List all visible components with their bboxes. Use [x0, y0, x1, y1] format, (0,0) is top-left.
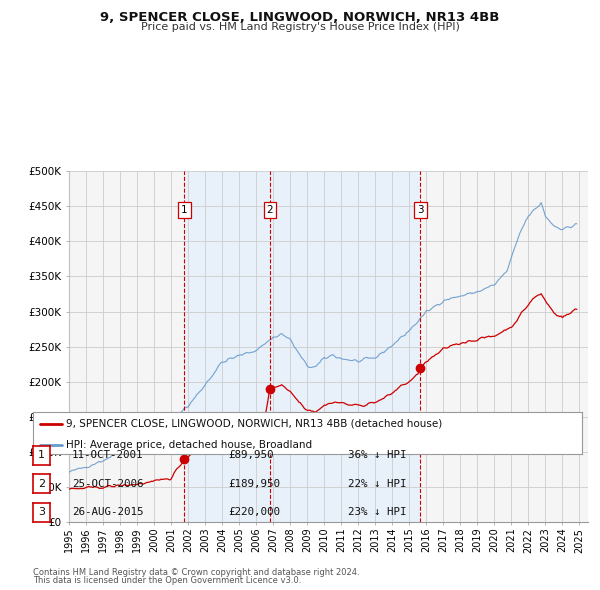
Text: 36% ↓ HPI: 36% ↓ HPI [348, 451, 407, 460]
Text: 26-AUG-2015: 26-AUG-2015 [72, 507, 143, 517]
Text: This data is licensed under the Open Government Licence v3.0.: This data is licensed under the Open Gov… [33, 576, 301, 585]
Text: £220,000: £220,000 [228, 507, 280, 517]
Text: 1: 1 [181, 205, 188, 215]
Text: Price paid vs. HM Land Registry's House Price Index (HPI): Price paid vs. HM Land Registry's House … [140, 22, 460, 32]
Text: 23% ↓ HPI: 23% ↓ HPI [348, 507, 407, 517]
Text: 1: 1 [38, 451, 45, 460]
Text: £189,950: £189,950 [228, 479, 280, 489]
Text: 22% ↓ HPI: 22% ↓ HPI [348, 479, 407, 489]
Text: 2: 2 [38, 479, 45, 489]
Bar [184, 171, 270, 522]
Text: HPI: Average price, detached house, Broadland: HPI: Average price, detached house, Broa… [66, 440, 312, 450]
Text: 9, SPENCER CLOSE, LINGWOOD, NORWICH, NR13 4BB (detached house): 9, SPENCER CLOSE, LINGWOOD, NORWICH, NR1… [66, 419, 442, 429]
Text: Contains HM Land Registry data © Crown copyright and database right 2024.: Contains HM Land Registry data © Crown c… [33, 568, 359, 577]
Text: £89,950: £89,950 [228, 451, 274, 460]
Text: 9, SPENCER CLOSE, LINGWOOD, NORWICH, NR13 4BB: 9, SPENCER CLOSE, LINGWOOD, NORWICH, NR1… [100, 11, 500, 24]
Text: 3: 3 [417, 205, 424, 215]
Text: 3: 3 [38, 507, 45, 517]
Text: 11-OCT-2001: 11-OCT-2001 [72, 451, 143, 460]
Bar [270, 171, 421, 522]
Text: 25-OCT-2006: 25-OCT-2006 [72, 479, 143, 489]
Text: 2: 2 [266, 205, 273, 215]
